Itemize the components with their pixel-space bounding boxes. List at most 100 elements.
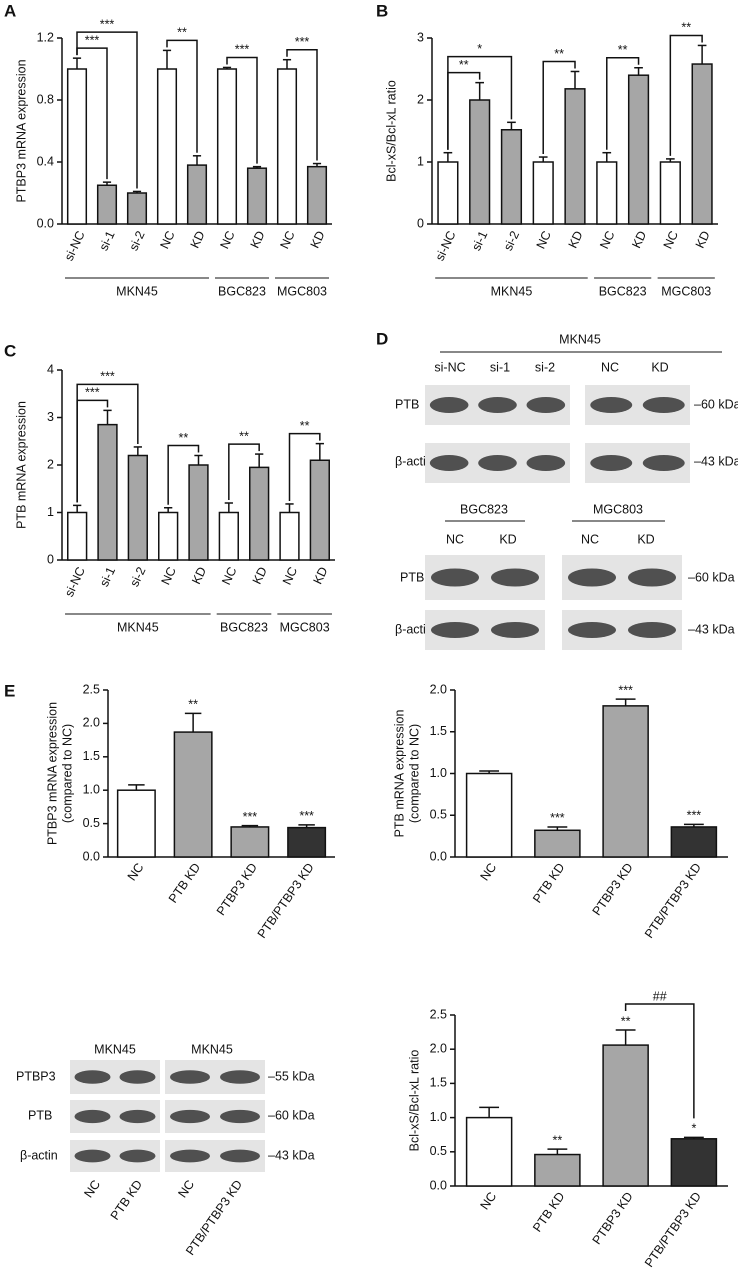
y-tick-label: 0.0 [83, 849, 100, 863]
blot-band [628, 568, 676, 587]
bracket-label: * [477, 42, 482, 56]
blot-band [119, 1070, 156, 1084]
bar [249, 466, 270, 561]
x-tick-label: NC [534, 229, 554, 251]
significance-bracket [228, 443, 260, 500]
significance-bracket [286, 48, 318, 161]
y-tick-label: 1.5 [430, 724, 447, 738]
y-axis-label: PTB mRNA expression [392, 710, 406, 838]
x-tick-label: PTB KD [166, 861, 203, 906]
x-tick-label: PTB/PTBP3 KD [642, 1190, 704, 1270]
lane-label: NC [446, 532, 464, 546]
significance-bracket [447, 55, 513, 150]
significance-label: *** [550, 811, 565, 825]
blot-band [478, 397, 517, 413]
y-tick-label: 2 [417, 92, 424, 106]
significance-label: ** [621, 1014, 631, 1028]
y-tick-label: 1.0 [430, 766, 447, 780]
lane-label: KD [651, 360, 668, 374]
bar [309, 459, 330, 561]
y-tick-label: 1 [417, 154, 424, 168]
blot-band [478, 455, 517, 471]
blot-band [74, 1149, 111, 1163]
y-axis-label: (compared to NC) [60, 724, 74, 823]
y-tick-label: 0.4 [37, 154, 54, 168]
x-tick-label: PTBP3 KD [214, 861, 260, 919]
bar [66, 68, 88, 225]
bar [173, 731, 213, 858]
x-tick-label: KD [311, 565, 331, 587]
significance-label: * [691, 1122, 696, 1136]
y-tick-label: 2.0 [83, 716, 100, 730]
blot-band [431, 622, 479, 638]
bar [230, 826, 270, 858]
lane-label: KD [499, 532, 516, 546]
bar [602, 705, 649, 858]
x-tick-label: si-2 [501, 229, 522, 253]
y-tick-label: 1.0 [83, 782, 100, 796]
y-tick-label: 0.0 [430, 849, 447, 863]
significance-bracket [288, 432, 321, 501]
y-tick-label: 0.8 [37, 92, 54, 106]
bracket-label: *** [85, 33, 100, 47]
y-tick-label: 4 [47, 362, 54, 376]
group-label: MKN45 [491, 284, 533, 298]
group-label: MKN45 [559, 332, 601, 346]
row-label: β-actin [395, 454, 433, 468]
blot-band [526, 397, 566, 413]
blot-band [642, 455, 685, 471]
blot-band [220, 1070, 260, 1084]
x-tick-label: si-1 [469, 229, 490, 253]
x-tick-label: KD [629, 229, 649, 251]
significance-label: *** [243, 810, 258, 824]
y-axis-label: PTBP3 mRNA expression [14, 59, 28, 202]
bar [659, 161, 681, 225]
x-tick-label: NC [477, 1190, 499, 1213]
group-label: BGC823 [460, 502, 508, 516]
bar [188, 464, 209, 561]
x-tick-label: KD [250, 565, 270, 587]
bar [246, 167, 268, 225]
x-tick-label: KD [693, 229, 713, 251]
group-label: BGC823 [218, 284, 266, 298]
significance-label: *** [299, 809, 314, 823]
bar [97, 423, 118, 561]
significance-label: ** [553, 1133, 563, 1147]
bar [216, 68, 238, 225]
x-tick-label: PTB KD [530, 861, 567, 906]
blot-band [74, 1070, 111, 1084]
x-tick-label: KD [188, 229, 208, 251]
bar [287, 826, 327, 858]
y-tick-label: 3 [47, 410, 54, 424]
x-tick-label: KD [189, 565, 209, 587]
significance-bracket [167, 444, 200, 505]
lane-label: si-2 [535, 360, 555, 374]
marker-label: –55 kDa [268, 1069, 315, 1083]
x-tick-label: NC [219, 565, 239, 587]
group-label: BGC823 [220, 620, 268, 634]
bracket-label: ## [653, 989, 667, 1003]
blot-band [220, 1149, 260, 1163]
group-label: MKN45 [94, 1042, 136, 1056]
y-axis-label: PTB mRNA expression [14, 401, 28, 529]
bar [67, 511, 88, 561]
x-tick-label: NC [125, 861, 147, 884]
bracket-label: ** [300, 419, 310, 433]
row-label: PTB [395, 397, 419, 411]
blot-band [431, 568, 479, 587]
significance-bracket [669, 34, 703, 156]
y-tick-label: 2.5 [83, 682, 100, 696]
bar [158, 511, 179, 561]
significance-label: *** [618, 683, 633, 697]
bar [602, 1044, 649, 1187]
bracket-label: *** [235, 43, 250, 57]
x-tick-label: PTBP3 KD [590, 861, 636, 919]
group-label: MKN45 [191, 1042, 233, 1056]
significance-bracket [226, 56, 258, 164]
blot-band [642, 397, 685, 413]
y-tick-label: 0.5 [430, 1144, 447, 1158]
x-tick-label: KD [248, 229, 268, 251]
bracket-label: *** [100, 370, 115, 384]
blot-band [526, 455, 566, 471]
